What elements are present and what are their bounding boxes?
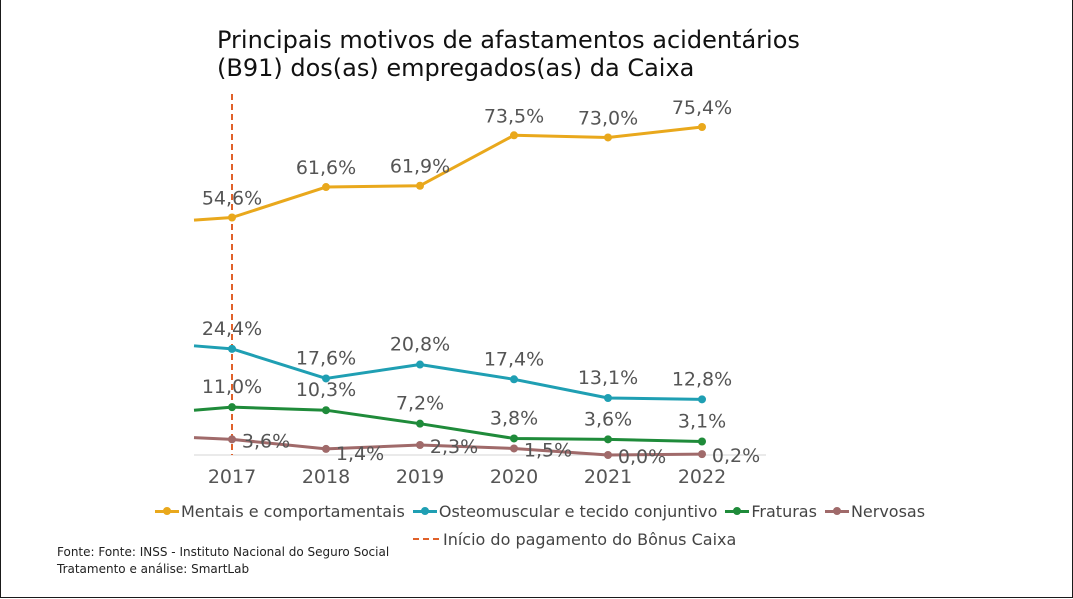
point-osteomuscular-2021 bbox=[604, 394, 612, 403]
point-fraturas-2017 bbox=[228, 403, 236, 412]
x-tick-label-2017: 2017 bbox=[208, 466, 256, 488]
point-nervosas-2018 bbox=[322, 444, 330, 453]
plot-area bbox=[194, 94, 769, 455]
point-nervosas-2019 bbox=[416, 440, 424, 449]
point-mentais-2022 bbox=[698, 123, 706, 132]
data-label-osteomuscular-2017: 24,4% bbox=[202, 318, 262, 340]
source-line-2: Tratamento e análise: SmartLab bbox=[57, 562, 250, 576]
data-label-mentais-2019: 61,9% bbox=[390, 156, 450, 178]
point-fraturas-2020 bbox=[510, 434, 518, 443]
chart-title-line-2: (B91) dos(as) empregados(as) da Caixa bbox=[217, 54, 695, 82]
data-label-mentais-2017: 54,6% bbox=[202, 187, 262, 209]
data-label-mentais-2022: 75,4% bbox=[672, 97, 732, 119]
legend-swatch-mentais bbox=[155, 505, 179, 517]
legend-item-nervosas: Nervosas bbox=[824, 501, 926, 521]
data-label-nervosas-2022: 0,2% bbox=[712, 445, 760, 467]
point-mentais-2020 bbox=[510, 131, 518, 140]
legend-label-nervosas: Nervosas bbox=[850, 501, 926, 521]
chart-title-line-1: Principais motivos de afastamentos acide… bbox=[217, 26, 800, 54]
data-label-nervosas-2020: 1,5% bbox=[524, 439, 572, 461]
data-label-nervosas-2021: 0,0% bbox=[618, 446, 666, 468]
point-fraturas-2022 bbox=[698, 437, 706, 446]
point-osteomuscular-2020 bbox=[510, 375, 518, 384]
x-tick-label-2019: 2019 bbox=[396, 466, 444, 488]
data-label-fraturas-2022: 3,1% bbox=[678, 411, 726, 433]
legend-swatch-osteomuscular bbox=[412, 505, 437, 517]
point-mentais-2021 bbox=[604, 133, 612, 142]
point-nervosas-2020 bbox=[510, 444, 518, 453]
point-fraturas-2018 bbox=[322, 406, 330, 415]
point-nervosas-2022 bbox=[698, 450, 706, 459]
legend-swatch-nervosas bbox=[824, 505, 849, 517]
legend-label-osteomuscular: Osteomuscular e tecido conjuntivo bbox=[438, 501, 718, 521]
point-mentais-2017 bbox=[228, 213, 236, 222]
legend-label-bonus-start: Início do pagamento do Bônus Caixa bbox=[443, 529, 737, 549]
x-tick-label-2020: 2020 bbox=[490, 466, 538, 488]
data-label-osteomuscular-2018: 17,6% bbox=[296, 347, 356, 369]
legend-label-mentais: Mentais e comportamentais bbox=[181, 501, 405, 521]
chart-title: Principais motivos de afastamentos acide… bbox=[217, 26, 800, 82]
data-label-fraturas-2021: 3,6% bbox=[584, 408, 632, 430]
legend-label-fraturas: Fraturas bbox=[751, 501, 817, 521]
legend-swatch-bonus-start bbox=[413, 538, 439, 540]
x-tick-label-2021: 2021 bbox=[584, 466, 632, 488]
point-fraturas-2021 bbox=[604, 435, 612, 444]
data-label-mentais-2021: 73,0% bbox=[578, 107, 638, 129]
source-line-1: Fonte: Fonte: INSS - Instituto Nacional … bbox=[57, 545, 390, 559]
data-label-fraturas-2018: 10,3% bbox=[296, 379, 356, 401]
data-label-osteomuscular-2022: 12,8% bbox=[672, 368, 732, 390]
point-nervosas-2017 bbox=[228, 435, 236, 444]
point-osteomuscular-2019 bbox=[416, 360, 424, 369]
legend-row-series: Mentais e comportamentais Osteomuscular … bbox=[155, 500, 933, 522]
legend-item-osteomuscular: Osteomuscular e tecido conjuntivo bbox=[412, 501, 718, 521]
data-label-mentais-2018: 61,6% bbox=[296, 157, 356, 179]
point-osteomuscular-2022 bbox=[698, 395, 706, 404]
legend-swatch-fraturas bbox=[725, 505, 750, 517]
data-label-mentais-2020: 73,5% bbox=[484, 105, 544, 127]
legend-item-bonus-start: Início do pagamento do Bônus Caixa bbox=[413, 530, 736, 549]
data-label-osteomuscular-2019: 20,8% bbox=[390, 334, 450, 356]
point-fraturas-2019 bbox=[416, 419, 424, 428]
legend-item-mentais: Mentais e comportamentais bbox=[155, 502, 405, 521]
data-label-fraturas-2019: 7,2% bbox=[396, 393, 444, 415]
legend: Mentais e comportamentais Osteomuscular … bbox=[155, 500, 933, 550]
point-mentais-2019 bbox=[416, 181, 424, 190]
legend-row-annotation: Início do pagamento do Bônus Caixa bbox=[413, 528, 933, 550]
data-label-fraturas-2017: 11,0% bbox=[202, 376, 262, 398]
legend-item-fraturas: Fraturas bbox=[725, 502, 817, 521]
x-tick-label-2022: 2022 bbox=[678, 466, 726, 488]
data-label-fraturas-2020: 3,8% bbox=[490, 407, 538, 429]
data-label-nervosas-2018: 1,4% bbox=[336, 443, 384, 465]
data-label-osteomuscular-2021: 13,1% bbox=[578, 367, 638, 389]
point-mentais-2018 bbox=[322, 183, 330, 192]
data-label-nervosas-2017: 3,6% bbox=[242, 430, 290, 452]
point-nervosas-2021 bbox=[604, 451, 612, 459]
x-tick-label-2018: 2018 bbox=[302, 466, 350, 488]
point-osteomuscular-2018 bbox=[322, 374, 330, 383]
data-label-nervosas-2019: 2,3% bbox=[430, 436, 478, 458]
point-osteomuscular-2017 bbox=[228, 344, 236, 353]
source-note: Fonte: Fonte: INSS - Instituto Nacional … bbox=[57, 544, 389, 578]
data-label-osteomuscular-2020: 17,4% bbox=[484, 348, 544, 370]
